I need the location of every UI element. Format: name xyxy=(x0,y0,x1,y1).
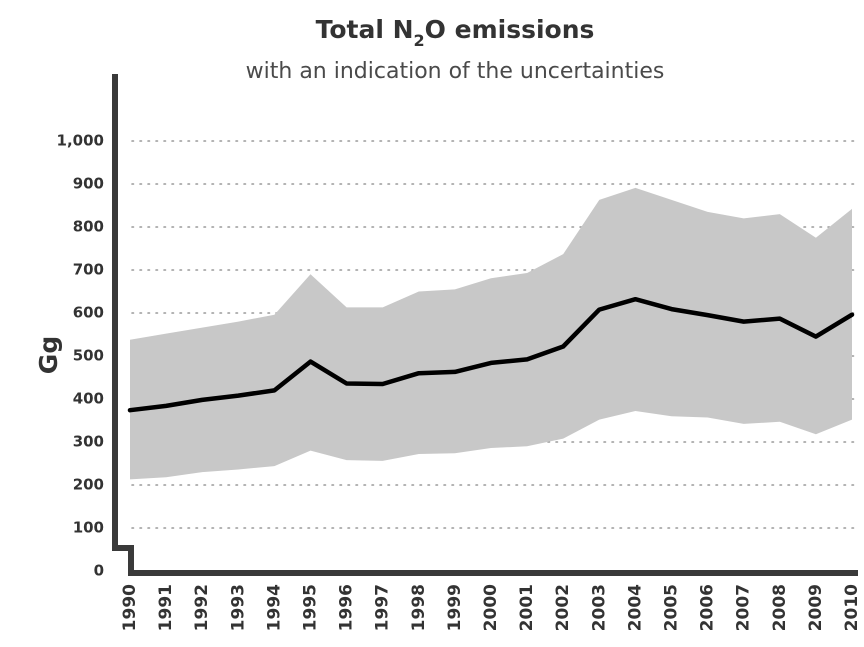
x-tick-label: 2007 xyxy=(734,584,754,631)
y-tick-labels: 0 100 200 300 400 500 600 700 800 900 1,000 xyxy=(57,132,104,580)
chart-title-main: Total N xyxy=(316,15,414,44)
x-tick-label: 2003 xyxy=(589,584,609,631)
x-tick-label: 2006 xyxy=(698,584,718,631)
x-tick-label: 2009 xyxy=(806,584,826,631)
y-axis-label: Gg xyxy=(34,336,63,374)
y-tick-label: 100 xyxy=(73,519,104,537)
x-tick-label: 2008 xyxy=(770,584,790,631)
axis-line xyxy=(112,74,858,576)
axes xyxy=(112,74,858,576)
uncertainty-band xyxy=(130,187,852,480)
x-tick-label: 1999 xyxy=(445,584,465,631)
x-tick-label: 2000 xyxy=(481,584,501,631)
y-tick-label: 700 xyxy=(73,261,104,279)
y-tick-label: 800 xyxy=(73,218,104,236)
x-tick-label: 1991 xyxy=(156,584,176,631)
series-line-0 xyxy=(127,296,855,413)
uncertainty-band-area xyxy=(130,187,852,480)
x-tick-label: 1998 xyxy=(409,584,429,631)
x-tick-label: 2002 xyxy=(553,584,573,631)
y-tick-label: 0 xyxy=(94,562,104,580)
x-tick-label: 2001 xyxy=(517,584,537,631)
x-tick-label: 1990 xyxy=(120,584,140,631)
x-tick-label: 1996 xyxy=(337,584,357,631)
chart-title-end: O emissions xyxy=(425,15,595,44)
x-tick-labels: 1990 1991 1992 1993 1994 1995 1996 1997 1998 1999… xyxy=(120,584,862,631)
chart-subtitle: with an indication of the uncertainties xyxy=(246,59,665,84)
x-tick-label: 1995 xyxy=(301,584,321,631)
chart-title-subscript: 2 xyxy=(414,31,425,50)
chart-title: Total N2O emissions xyxy=(316,15,595,50)
y-tick-label: 500 xyxy=(73,347,104,365)
x-tick-label: 1992 xyxy=(192,584,212,631)
y-tick-label: 600 xyxy=(73,304,104,322)
series-lines xyxy=(127,296,855,413)
x-tick-label: 2010 xyxy=(842,584,862,631)
y-tick-label: 400 xyxy=(73,390,104,408)
x-tick-label: 1997 xyxy=(373,584,393,631)
x-tick-label: 2004 xyxy=(625,584,645,631)
y-tick-label: 1,000 xyxy=(57,132,104,150)
x-tick-label: 1994 xyxy=(264,584,284,631)
y-tick-label: 900 xyxy=(73,175,104,193)
x-tick-label: 2005 xyxy=(662,584,682,631)
x-tick-label: 1993 xyxy=(228,584,248,631)
y-tick-label: 200 xyxy=(73,476,104,494)
y-tick-label: 300 xyxy=(73,433,104,451)
